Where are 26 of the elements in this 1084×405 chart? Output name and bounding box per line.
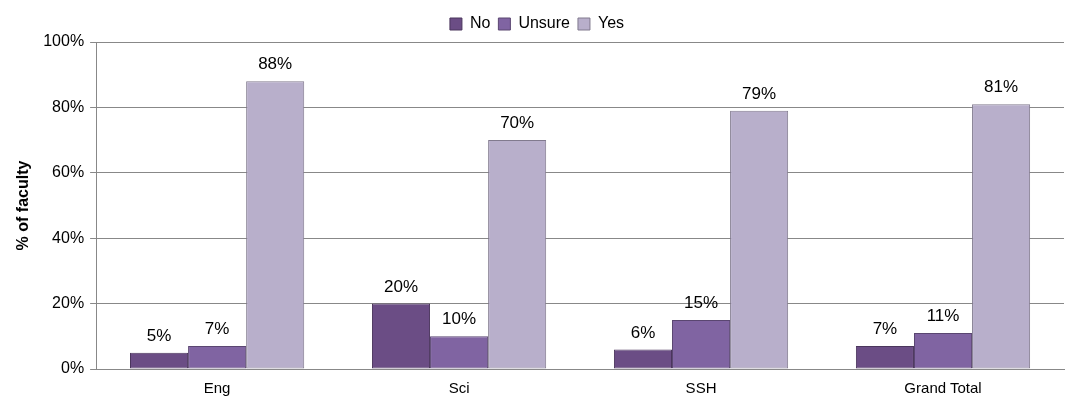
- data-label: 11%: [926, 306, 960, 326]
- legend-label: Yes: [597, 14, 625, 32]
- data-label: 7%: [872, 319, 898, 339]
- x-tick-label: Sci: [448, 379, 470, 397]
- data-label: 6%: [630, 322, 656, 342]
- y-tick-label: 60%: [52, 163, 85, 181]
- data-label: 70%: [500, 113, 535, 133]
- data-label: 79%: [742, 83, 777, 103]
- x-tick-label: Grand Total: [904, 379, 982, 397]
- y-tick-label: 100%: [43, 32, 85, 50]
- data-label: 88%: [258, 54, 293, 74]
- y-tick-label: 80%: [52, 97, 85, 115]
- data-label: 5%: [146, 325, 172, 345]
- y-tick-label: 0%: [61, 359, 85, 377]
- legend-label: Unsure: [518, 14, 571, 32]
- y-tick-label: 40%: [52, 228, 85, 246]
- y-axis-title: % of faculty: [14, 160, 32, 251]
- y-tick-label: 20%: [52, 294, 85, 312]
- data-label: 10%: [442, 309, 477, 329]
- legend-label: No: [469, 14, 491, 32]
- x-tick-label: Eng: [203, 379, 231, 397]
- x-tick-label: SSH: [685, 379, 717, 397]
- data-label: 7%: [204, 319, 230, 339]
- data-label: 20%: [383, 276, 419, 296]
- data-label: 81%: [984, 77, 1019, 97]
- data-label: 15%: [684, 293, 719, 313]
